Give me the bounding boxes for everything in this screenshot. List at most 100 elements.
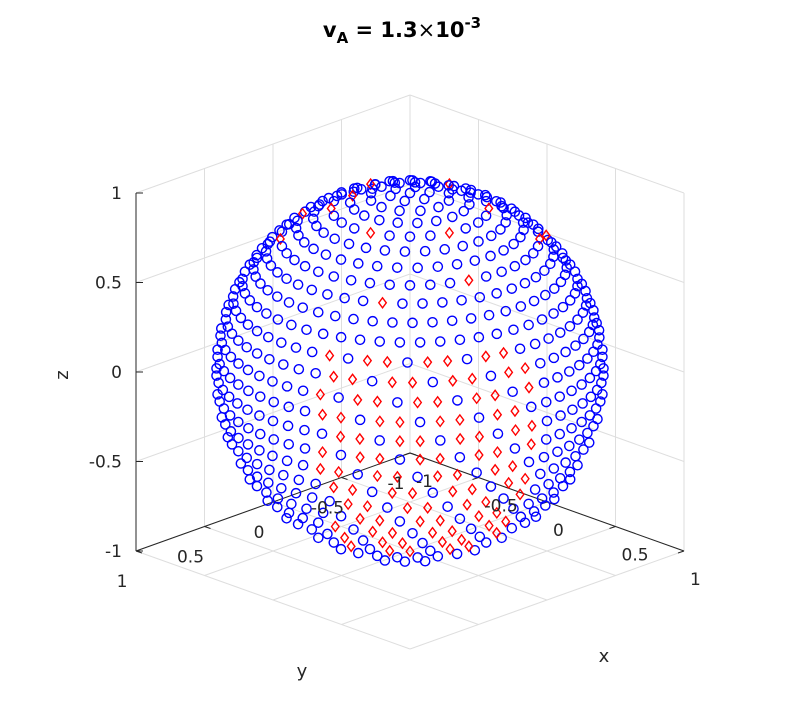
blue-circle-point — [456, 295, 467, 306]
blue-circle-point — [357, 295, 369, 307]
blue-circle-point — [399, 246, 411, 257]
tick-labels: -1 -0.5 0 0.5 1 1 0.5 0 -0.5 -1 -1 -0.5 0 0.5 1 — [89, 184, 701, 592]
red-diamond-point — [392, 470, 403, 484]
blue-circle-point — [424, 545, 436, 557]
blue-circle-point — [564, 366, 575, 377]
blue-circle-point — [569, 288, 581, 299]
blue-circle-point — [498, 245, 509, 256]
blue-circle-point — [387, 175, 399, 187]
blue-circle-point — [394, 516, 406, 527]
blue-circle-point — [508, 503, 519, 515]
blue-circle-point — [469, 255, 481, 266]
blue-circle-point — [399, 556, 411, 567]
blue-circle-point — [465, 313, 477, 324]
blue-circle-point — [374, 435, 385, 446]
blue-circle-point — [281, 455, 293, 467]
red-diamond-point — [508, 460, 518, 473]
blue-circle-point — [582, 353, 593, 364]
blue-circle-point — [323, 192, 335, 204]
blue-circle-point — [509, 443, 521, 454]
blue-circle-point — [525, 401, 537, 413]
red-diamond-point — [334, 465, 344, 479]
blue-circle-point — [394, 205, 405, 217]
blue-circle-point — [391, 551, 403, 563]
blue-circle-point — [227, 291, 239, 302]
blue-circle-point — [419, 245, 431, 257]
red-diamond-point — [317, 408, 328, 421]
blue-circle-point — [402, 357, 413, 368]
blue-circle-point — [572, 273, 583, 285]
blue-circle-point — [414, 416, 426, 428]
blue-circle-point — [225, 426, 237, 437]
blue-circle-point — [306, 284, 318, 296]
blue-circle-point — [342, 353, 354, 364]
blue-circle-point — [464, 199, 475, 210]
blue-circle-point — [433, 181, 444, 193]
blue-circle-point — [412, 471, 423, 483]
blue-circle-point — [456, 185, 467, 197]
blue-circle-point — [217, 384, 229, 396]
blue-circle-point — [412, 217, 423, 229]
red-diamond-point — [435, 514, 445, 527]
red-diamond-point — [492, 526, 502, 540]
red-diamond-point — [464, 274, 474, 287]
blue-circle-point — [424, 279, 436, 291]
red-diamond-point — [346, 540, 356, 553]
blue-circle-point — [220, 419, 231, 430]
blue-circle-point — [404, 280, 416, 291]
blue-circle-point — [399, 195, 411, 207]
blue-circle-point — [243, 422, 254, 434]
blue-circle-point — [232, 398, 243, 409]
blue-circle-point — [523, 456, 535, 468]
blue-circle-point — [590, 365, 602, 377]
blue-circle-point — [591, 384, 603, 396]
blue-circle-point — [379, 245, 391, 256]
red-diamond-point — [481, 350, 491, 363]
red-diamond-point — [315, 388, 326, 401]
blue-circle-point — [299, 443, 311, 454]
blue-circle-point — [434, 336, 446, 347]
blue-circle-point — [348, 313, 359, 325]
blue-circle-point — [509, 260, 521, 272]
blue-circle-point — [354, 414, 366, 426]
red-diamond-point — [415, 453, 425, 466]
blue-circle-point — [242, 464, 254, 476]
red-diamond-point — [467, 372, 477, 385]
blue-circle-point — [548, 244, 560, 255]
blue-circle-point — [251, 480, 263, 492]
blue-circle-point — [485, 370, 497, 382]
red-diamond-point — [455, 432, 465, 446]
blue-circle-point — [548, 352, 560, 364]
red-diamond-point — [433, 470, 443, 483]
red-diamond-point — [347, 373, 358, 386]
blue-circle-point — [491, 195, 502, 207]
red-diamond-point — [474, 510, 484, 523]
blue-circle-point — [555, 410, 566, 421]
blue-circle-point — [312, 517, 324, 528]
red-diamond-point — [315, 462, 326, 476]
blue-circle-point — [514, 343, 526, 355]
blue-circle-point — [536, 493, 548, 504]
blue-circle-point — [483, 309, 495, 321]
blue-circle-point — [392, 217, 404, 229]
blue-circle-point — [564, 474, 576, 485]
blue-circle-point — [272, 267, 283, 278]
red-diamond-point — [464, 540, 474, 553]
blue-circle-point — [417, 298, 428, 309]
red-diamond-point — [447, 525, 457, 538]
red-diamond-point — [407, 376, 418, 389]
blue-circle-point — [532, 240, 544, 252]
blue-circle-point — [473, 412, 485, 423]
blue-circle-point — [448, 180, 460, 192]
blue-circle-point — [554, 327, 566, 338]
red-diamond-point — [415, 515, 425, 528]
z-tick-label: -0.5 — [89, 453, 122, 473]
blue-circle-point — [538, 377, 550, 389]
blue-circle-point — [328, 210, 340, 222]
blue-circle-point — [299, 405, 311, 417]
blue-circle-point — [534, 468, 546, 480]
blue-circle-point — [582, 427, 593, 439]
red-diamond-point — [472, 392, 482, 405]
blue-circle-point — [540, 289, 551, 301]
blue-circle-point — [299, 260, 311, 272]
